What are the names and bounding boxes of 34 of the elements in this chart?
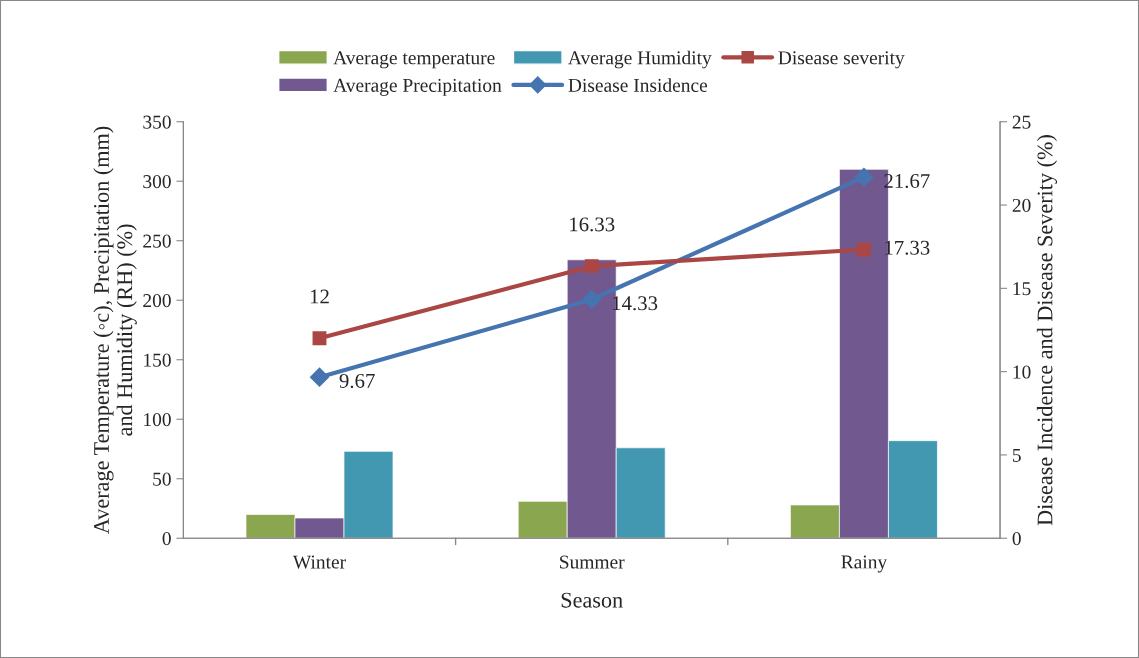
point	[582, 289, 602, 310]
y2-axis-title: Disease Incidence and Disease Severity (%)	[1036, 135, 1058, 526]
point	[854, 167, 874, 187]
y2-tick-label: 20	[1012, 198, 1031, 212]
y-tick-label: 150	[144, 353, 171, 367]
x-axis-title: Season	[561, 592, 623, 608]
y-tick-label: 250	[143, 234, 171, 248]
legend-label: Disease severity	[778, 51, 905, 69]
legend-label: Average temperature	[333, 51, 495, 69]
legend-label: Disease Insidence	[568, 78, 708, 92]
x-tick-label: Rainy	[841, 555, 888, 573]
y-tick-label: 300	[143, 175, 171, 189]
legend-label: Average Humidity	[568, 50, 712, 69]
point	[856, 242, 871, 257]
y-tick-label: 200	[143, 294, 171, 308]
y2-tick-label: 15	[1013, 282, 1031, 296]
data-label: 16.33	[570, 217, 615, 232]
y-tick-label: 50	[153, 472, 171, 486]
legend-label: Average Precipitation	[333, 78, 502, 96]
y2-tick-label: 10	[1013, 365, 1031, 379]
y2-tick-label: 0	[1012, 532, 1021, 546]
data-label: 9.67	[339, 373, 375, 388]
y2-tick-label: 25	[1012, 115, 1031, 129]
y-tick-label: 100	[144, 413, 171, 427]
data-label: 12	[310, 289, 329, 304]
y2-tick-label: 5	[1012, 448, 1021, 462]
point	[312, 331, 327, 346]
point	[309, 367, 330, 387]
x-tick-label: Winter	[292, 555, 346, 569]
y-tick-label: 350	[143, 115, 171, 129]
x-tick-label: Summer	[560, 555, 625, 569]
point	[584, 259, 599, 274]
y-tick-label: 0	[162, 532, 171, 546]
y-axis-title: Average Temperature (◦c), Precipitation (mm) and Humidity (RH) (%)	[93, 126, 137, 534]
